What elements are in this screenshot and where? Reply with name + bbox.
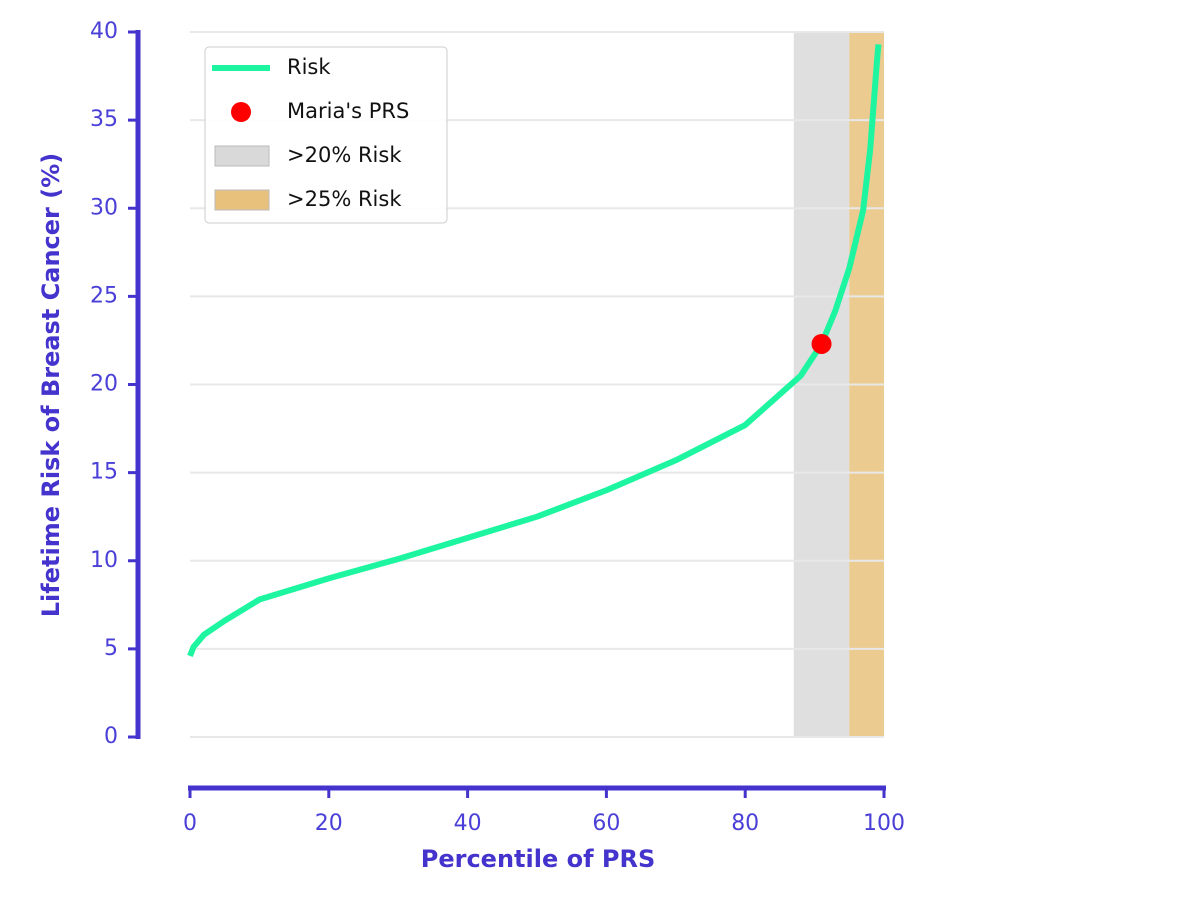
legend-swatch [214,145,270,167]
x-tick-label: 60 [592,811,620,836]
x-tick-label: 20 [315,811,343,836]
x-axis-label: Percentile of PRS [421,845,656,873]
y-tick-label: 30 [90,195,118,220]
x-tick-label: 80 [731,811,759,836]
legend-label: Maria's PRS [287,99,409,123]
legend-label: >25% Risk [287,187,402,211]
y-tick-label: 10 [90,548,118,573]
y-tick-label: 5 [104,636,118,661]
legend-label: >20% Risk [287,143,402,167]
legend-label: Risk [287,55,331,79]
y-tick-label: 15 [90,460,118,485]
y-tick-label: 20 [90,372,118,397]
legend-swatch [214,189,270,211]
legend-box [204,46,448,224]
prs-point [811,333,832,354]
y-tick-label: 40 [90,19,118,44]
y-tick-label: 25 [90,283,118,308]
legend-swatch [231,102,251,122]
x-tick-label: 40 [454,811,482,836]
y-tick-label: 35 [90,107,118,132]
x-tick-label: 0 [183,811,197,836]
legend: Risk Maria's PRS >20% Risk >25% Risk [204,46,448,224]
y-tick-label: 0 [104,724,118,749]
risk-line [187,44,882,658]
x-tick-label: 100 [863,811,905,836]
y-axis-label: Lifetime Risk of Breast Cancer (%) [37,153,65,617]
